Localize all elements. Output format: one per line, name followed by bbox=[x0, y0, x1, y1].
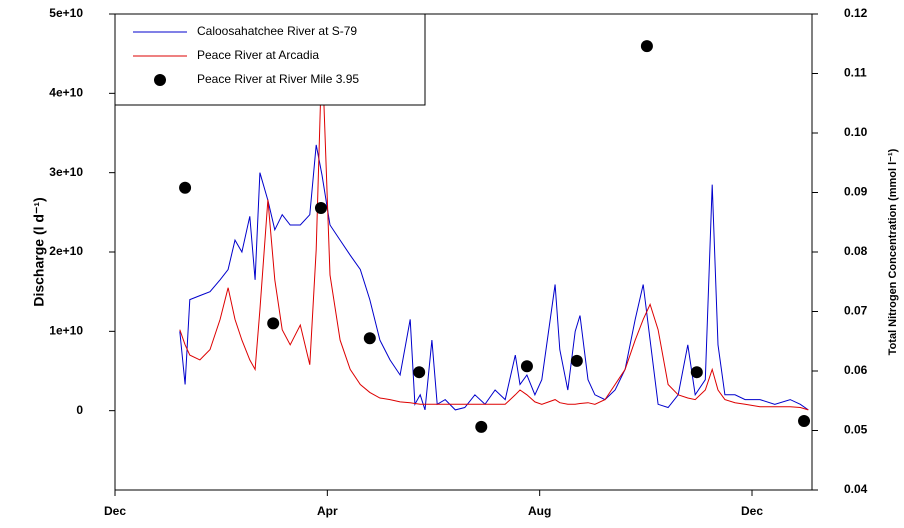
y2-axis-label: Total Nitrogen Concentration (mmol l⁻¹) bbox=[887, 148, 899, 355]
series-line bbox=[179, 144, 809, 411]
y-tick-label: 1e+10 bbox=[49, 324, 83, 338]
data-point bbox=[798, 414, 811, 427]
legend-box bbox=[114, 13, 426, 106]
y-tick-label: 4e+10 bbox=[49, 86, 83, 100]
y2-tick-label: 0.06 bbox=[844, 363, 868, 377]
data-point bbox=[520, 360, 533, 373]
data-point bbox=[570, 354, 583, 367]
y-tick-label: 0 bbox=[76, 403, 83, 417]
legend-label: Peace River at River Mile 3.95 bbox=[197, 72, 359, 86]
y2-tick-label: 0.07 bbox=[844, 304, 868, 318]
data-point bbox=[179, 181, 192, 194]
data-point bbox=[363, 332, 376, 345]
data-point bbox=[314, 201, 327, 214]
data-point bbox=[413, 366, 426, 379]
y2-tick-label: 0.10 bbox=[844, 125, 868, 139]
legend-label: Peace River at Arcadia bbox=[197, 48, 319, 62]
legend: Caloosahatchee River at S-79 Peace River … bbox=[114, 13, 426, 106]
y2-tick-label: 0.04 bbox=[844, 482, 868, 496]
data-point bbox=[640, 40, 653, 53]
data-point bbox=[690, 366, 703, 379]
y2-tick-label: 0.11 bbox=[844, 66, 867, 80]
y2-tick-label: 0.09 bbox=[844, 185, 868, 199]
series-line bbox=[179, 49, 809, 411]
y2-tick-label: 0.05 bbox=[844, 423, 868, 437]
y2-tick-label: 0.08 bbox=[844, 244, 868, 258]
legend-label: Caloosahatchee River at S-79 bbox=[197, 24, 357, 38]
y-tick-label: 2e+10 bbox=[49, 244, 83, 258]
x-tick-label: Dec bbox=[104, 504, 126, 518]
data-point bbox=[267, 317, 280, 330]
x-tick-label: Apr bbox=[317, 504, 338, 518]
y2-tick-label: 0.12 bbox=[844, 6, 868, 20]
y-tick-label: 3e+10 bbox=[49, 165, 83, 179]
y-tick-label: 5e+10 bbox=[49, 6, 83, 20]
data-point bbox=[475, 420, 488, 433]
x-tick-label: Dec bbox=[741, 504, 763, 518]
x-tick-label: Aug bbox=[528, 504, 551, 518]
y-axis-label: Discharge (l d⁻¹) bbox=[31, 197, 47, 306]
legend-marker bbox=[154, 74, 166, 86]
